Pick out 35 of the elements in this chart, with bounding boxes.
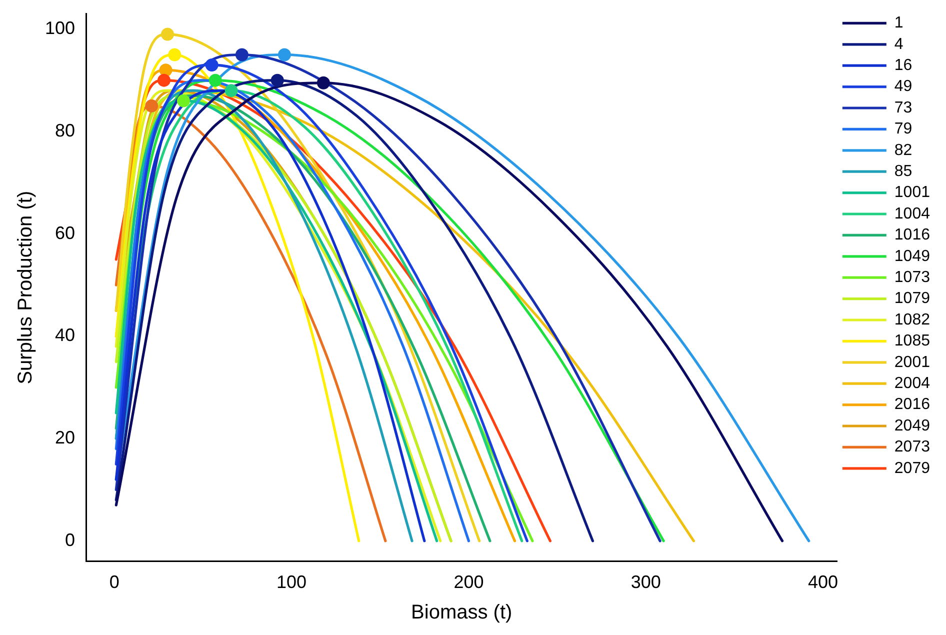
legend-label: 2001: [894, 354, 930, 371]
legend-label: 82: [894, 142, 912, 159]
legend-label: 1085: [894, 332, 930, 350]
legend-label: 1: [894, 14, 904, 32]
x-tick-label: 0: [109, 572, 120, 592]
x-tick-label: 100: [276, 572, 307, 592]
legend-label: 2073: [894, 438, 930, 456]
legend-label: 16: [894, 57, 912, 74]
x-tick-label: 400: [808, 572, 838, 592]
y-tick-label: 0: [65, 530, 76, 550]
y-tick-label: 60: [55, 222, 76, 243]
legend-label: 73: [894, 99, 912, 116]
legend-label: 1079: [894, 290, 930, 308]
legend-label: 1004: [894, 205, 930, 222]
legend-label: 4: [894, 36, 904, 53]
legend-label: 1082: [894, 311, 930, 328]
x-tick-label: 200: [454, 572, 484, 592]
x-tick-label: 300: [630, 572, 661, 592]
legend-label: 2079: [894, 460, 930, 477]
legend-label: 2016: [894, 396, 930, 414]
legend-label: 1001: [894, 184, 930, 202]
y-tick-label: 80: [55, 120, 76, 140]
y-tick-label: 100: [44, 18, 76, 38]
y-tick-label: 20: [55, 428, 76, 448]
legend-label: 85: [894, 163, 912, 180]
legend-label: 2004: [894, 375, 930, 392]
x-axis-title: Biomass (t): [411, 602, 512, 624]
legend-label: 1016: [894, 226, 930, 244]
legend-label: 1073: [894, 269, 930, 286]
y-tick-label: 40: [55, 325, 76, 346]
legend-label: 2049: [894, 417, 930, 434]
y-axis-title: Surplus Production (t): [14, 190, 37, 384]
legend-label: 49: [894, 78, 912, 96]
legend-label: 1049: [894, 248, 930, 265]
legend-label: 79: [894, 120, 912, 138]
